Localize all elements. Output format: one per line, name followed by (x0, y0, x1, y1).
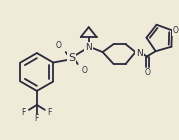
Text: N: N (136, 49, 143, 58)
Text: S: S (68, 53, 75, 63)
Text: O: O (56, 41, 62, 50)
Text: F: F (22, 108, 26, 117)
Text: O: O (82, 66, 88, 75)
Text: O: O (144, 68, 150, 77)
Text: O: O (173, 26, 179, 35)
Text: F: F (35, 114, 39, 123)
Text: F: F (48, 108, 52, 117)
Text: N: N (85, 43, 92, 52)
